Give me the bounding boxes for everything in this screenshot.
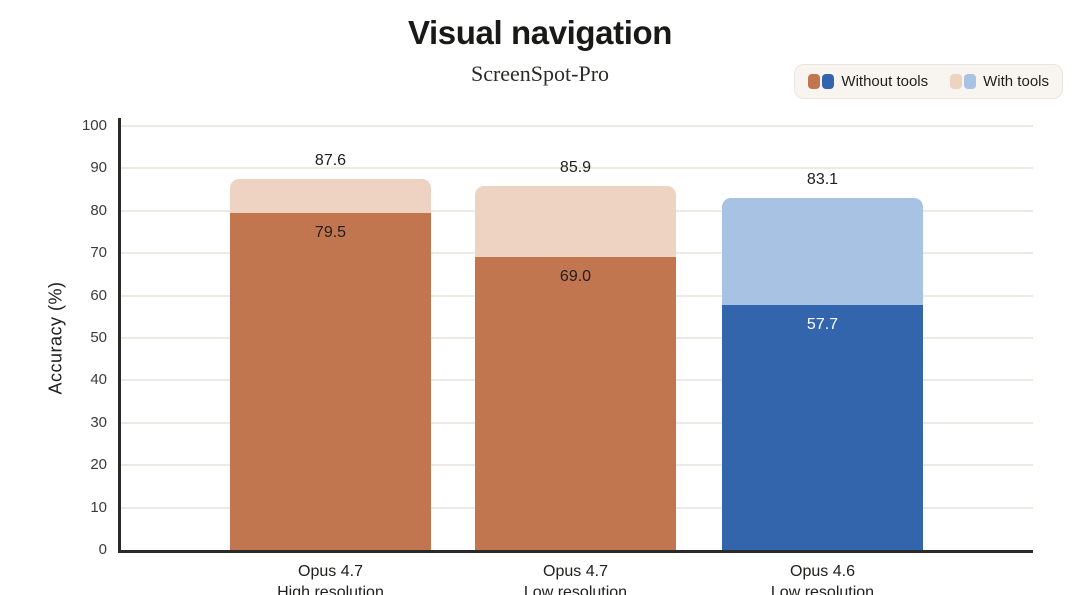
legend-item-with-tools: With tools — [950, 73, 1049, 90]
category-model-name: Opus 4.7 — [298, 563, 363, 580]
category-resolution: Low resolution — [523, 584, 628, 595]
category-resolution: High resolution — [277, 584, 384, 595]
x-axis-category-label: Opus 4.7 High resolution — [190, 561, 471, 595]
y-axis-tick-label: 10 — [90, 498, 107, 516]
x-axis-category-label: Opus 4.6 Low resolution — [682, 561, 963, 595]
y-axis-tick-label: 0 — [98, 541, 107, 558]
bar-with-tools — [722, 197, 923, 550]
x-axis-category-label: Opus 4.7 Low resolution — [435, 561, 716, 595]
legend-swatch — [950, 74, 963, 89]
gridline — [120, 125, 1033, 127]
bar-value-without-tools: 69.0 — [559, 268, 592, 286]
y-axis-tick-label: 20 — [90, 456, 107, 474]
y-axis-tick-label: 70 — [90, 244, 107, 262]
bar-value-without-tools: 79.5 — [314, 223, 347, 241]
bar-value-without-tools: 57.7 — [806, 316, 839, 334]
y-axis-tick-label: 80 — [90, 201, 107, 219]
legend-swatch — [964, 74, 977, 89]
legend-item-label: With tools — [983, 73, 1049, 90]
plot-area: 0 10 20 30 40 50 60 70 80 90 100 87.6 79.5 Opus 4.7 Hi… — [82, 117, 1033, 595]
category-resolution: Low resolution — [770, 584, 875, 595]
chart-subtitle: ScreenSpot-Pro — [470, 61, 610, 86]
bar-with-tools — [230, 178, 431, 550]
x-axis-line — [118, 550, 1033, 553]
legend-item-without-tools: Without tools — [808, 73, 928, 90]
y-axis-line — [118, 118, 121, 550]
bar-segment-without-tools — [230, 212, 431, 550]
bar-with-tools — [475, 185, 676, 550]
y-axis-tick-label: 50 — [90, 329, 107, 346]
legend-item-label: Without tools — [841, 73, 929, 90]
bar-segment-without-tools — [722, 305, 923, 550]
chart-title: Visual navigation — [408, 14, 672, 51]
legend-swatch-pair — [808, 74, 835, 89]
gridline — [120, 167, 1033, 170]
y-axis-tick-label: 40 — [90, 371, 107, 389]
category-model-name: Opus 4.6 — [790, 563, 855, 580]
bar-value-with-tools: 87.6 — [314, 151, 347, 169]
legend-swatch-pair — [950, 74, 977, 89]
y-axis-tick-label: 90 — [90, 159, 107, 177]
category-model-name: Opus 4.7 — [543, 563, 608, 580]
bar-value-with-tools: 85.9 — [559, 158, 592, 176]
bar-value-with-tools: 83.1 — [806, 170, 839, 188]
legend-swatch — [822, 74, 835, 89]
y-axis-tick-label: 100 — [81, 117, 107, 134]
legend: Without tools With tools — [794, 64, 1063, 99]
y-axis-tick-label: 60 — [90, 286, 107, 304]
y-axis-tick-label: 30 — [90, 413, 107, 431]
legend-swatch — [808, 74, 821, 89]
bar-segment-without-tools — [475, 257, 676, 550]
